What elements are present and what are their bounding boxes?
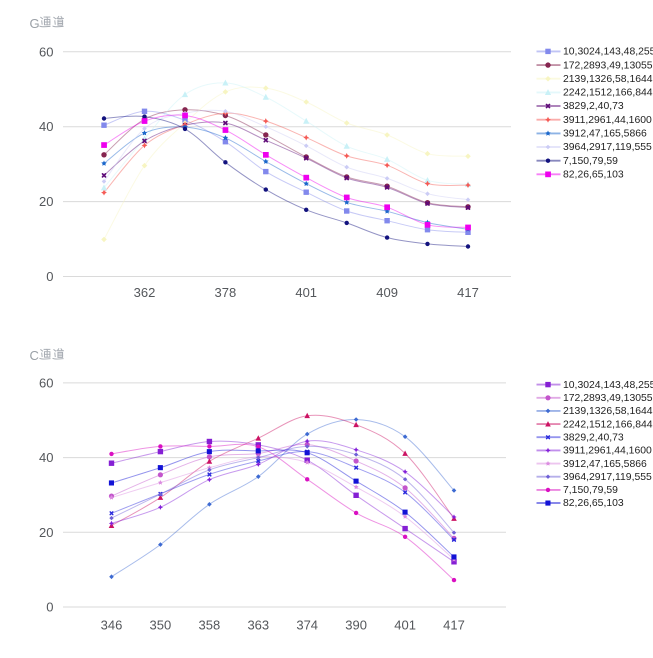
svg-text:20: 20 [39, 525, 53, 540]
svg-text:0: 0 [46, 269, 53, 284]
svg-text:378: 378 [215, 285, 237, 300]
svg-text:3829,2,40,73: 3829,2,40,73 [563, 101, 624, 112]
svg-text:0: 0 [46, 600, 53, 615]
svg-text:417: 417 [457, 285, 479, 300]
svg-text:60: 60 [39, 375, 53, 390]
svg-text:3964,2917,119,555: 3964,2917,119,555 [563, 472, 652, 483]
svg-text:3912,47,165,5866: 3912,47,165,5866 [563, 459, 647, 470]
svg-text:2242,1512,166,844: 2242,1512,166,844 [563, 419, 653, 430]
svg-text:390: 390 [345, 617, 367, 632]
svg-text:3912,47,165,5866: 3912,47,165,5866 [563, 129, 647, 140]
svg-text:7,150,79,59: 7,150,79,59 [563, 156, 618, 167]
svg-text:7,150,79,59: 7,150,79,59 [563, 485, 618, 496]
svg-text:C: C [30, 348, 39, 363]
svg-text:401: 401 [295, 285, 317, 300]
svg-text:40: 40 [39, 119, 53, 134]
svg-text:2139,1326,58,1644: 2139,1326,58,1644 [563, 406, 653, 417]
svg-text:10,3024,143,48,255: 10,3024,143,48,255 [563, 380, 653, 391]
svg-text:358: 358 [199, 617, 221, 632]
svg-text:2242,1512,166,844: 2242,1512,166,844 [563, 88, 653, 99]
svg-text:374: 374 [296, 617, 318, 632]
svg-text:417: 417 [443, 617, 465, 632]
svg-text:3911,2961,44,1600: 3911,2961,44,1600 [563, 115, 652, 126]
svg-text:2139,1326,58,1644: 2139,1326,58,1644 [563, 74, 653, 85]
svg-text:3829,2,40,73: 3829,2,40,73 [563, 432, 624, 443]
svg-text:60: 60 [39, 44, 53, 59]
svg-text:401: 401 [394, 617, 416, 632]
svg-text:G: G [30, 16, 40, 31]
svg-text:363: 363 [247, 617, 269, 632]
svg-text:346: 346 [101, 617, 123, 632]
svg-text:172,2893,49,13055: 172,2893,49,13055 [563, 60, 653, 71]
svg-text:20: 20 [39, 194, 53, 209]
svg-text:10,3024,143,48,255: 10,3024,143,48,255 [563, 47, 653, 58]
svg-text:350: 350 [150, 617, 172, 632]
svg-text:82,26,65,103: 82,26,65,103 [563, 498, 624, 509]
svg-text:82,26,65,103: 82,26,65,103 [563, 170, 624, 181]
svg-text:362: 362 [134, 285, 156, 300]
svg-text:172,2893,49,13055: 172,2893,49,13055 [563, 393, 653, 404]
svg-text:3964,2917,119,555: 3964,2917,119,555 [563, 142, 652, 153]
svg-text:409: 409 [376, 285, 398, 300]
svg-text:3911,2961,44,1600: 3911,2961,44,1600 [563, 446, 652, 457]
svg-text:40: 40 [39, 450, 53, 465]
